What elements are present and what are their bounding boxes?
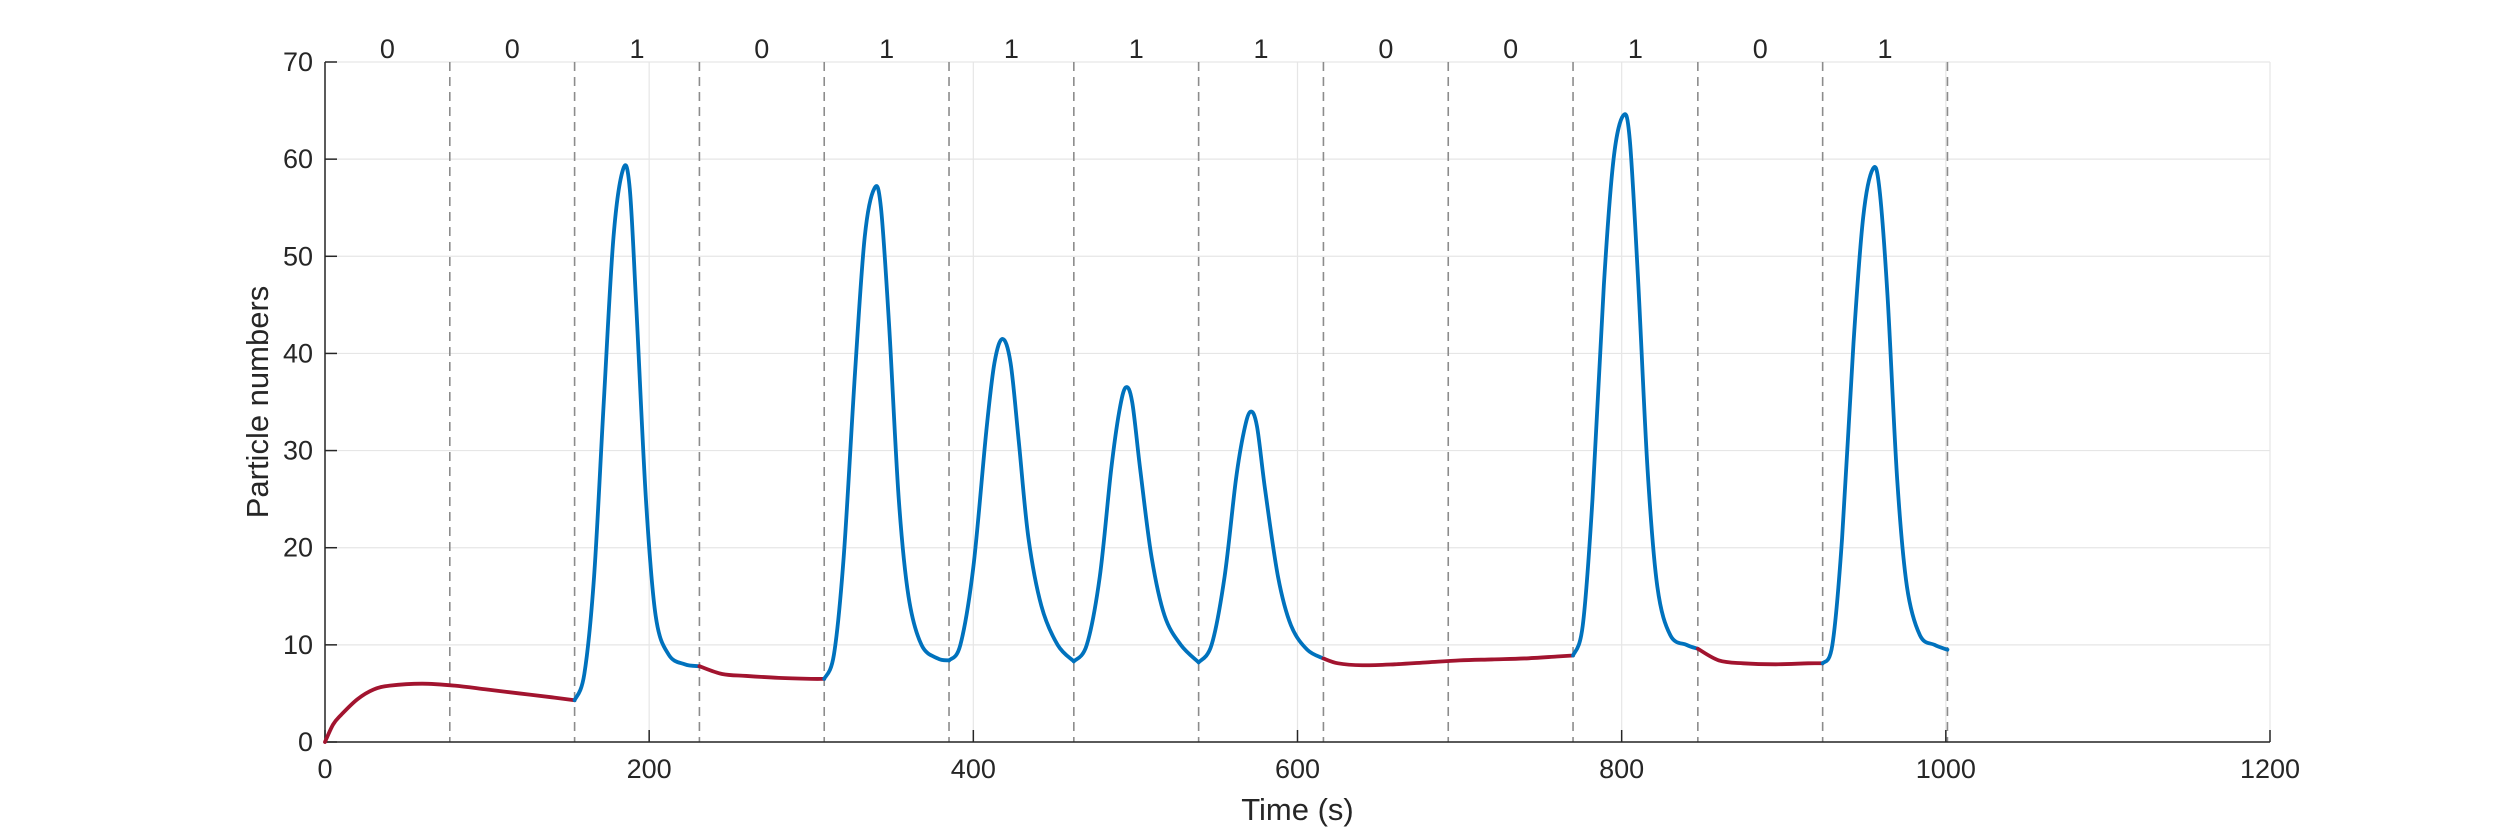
bit-label: 0 [380, 34, 395, 64]
bit-label: 1 [1878, 34, 1893, 64]
bit-label: 1 [1628, 34, 1643, 64]
y-tick-label: 30 [283, 436, 313, 466]
y-tick-label: 10 [283, 630, 313, 660]
interval-dividers [449, 62, 1949, 742]
x-tick-label: 600 [1275, 754, 1320, 784]
axes [324, 61, 2271, 743]
bit-one-segment-line [572, 163, 702, 703]
bit-zero-segment-line [697, 664, 827, 681]
x-tick-label: 0 [317, 754, 332, 784]
bit-label: 0 [1378, 34, 1393, 64]
y-tick-label: 70 [283, 47, 313, 77]
x-tick-label: 1200 [2240, 754, 2300, 784]
x-tick-label: 400 [951, 754, 996, 784]
bit-label: 0 [754, 34, 769, 64]
y-tick-labels: 0 10 20 30 40 50 60 70 [283, 47, 313, 757]
bit-one-segment-line [1071, 385, 1201, 665]
bit-label: 0 [1753, 34, 1768, 64]
x-tick-label: 800 [1599, 754, 1644, 784]
y-axis-title: Particle numbers [240, 286, 275, 519]
x-tick-label: 1000 [1916, 754, 1976, 784]
y-tick-label: 20 [283, 533, 313, 563]
bit-label: 0 [1503, 34, 1518, 64]
x-axis-title: Time (s) [1241, 792, 1354, 827]
series-lines [323, 112, 1950, 744]
bit-label: 1 [629, 34, 644, 64]
bit-one-segment-line [1571, 112, 1700, 658]
x-tick-labels: 0 200 400 600 800 1000 1200 [317, 754, 2300, 784]
bit-label: 1 [1004, 34, 1019, 64]
bit-zero-segment-line [1321, 653, 1575, 668]
bit-one-segment-line [1196, 409, 1326, 665]
bit-label: 1 [1254, 34, 1269, 64]
y-tick-label: 40 [283, 338, 313, 368]
bit-label: 0 [505, 34, 520, 64]
bit-label: 1 [1129, 34, 1144, 64]
bit-zero-segment-line [323, 681, 577, 744]
y-tick-label: 60 [283, 144, 313, 174]
bit-label: 1 [879, 34, 894, 64]
bit-one-segment-line [947, 336, 1076, 664]
bit-zero-segment-line [1695, 646, 1825, 667]
bit-one-segment-line [1820, 164, 1950, 666]
y-tick-label: 50 [283, 241, 313, 271]
y-tick-label: 0 [298, 727, 313, 757]
bit-one-segment-line [822, 184, 951, 681]
grid-lines [324, 61, 2271, 743]
x-tick-label: 200 [627, 754, 672, 784]
bit-labels: 0 0 1 0 1 1 1 1 0 0 1 0 1 [380, 34, 1893, 64]
